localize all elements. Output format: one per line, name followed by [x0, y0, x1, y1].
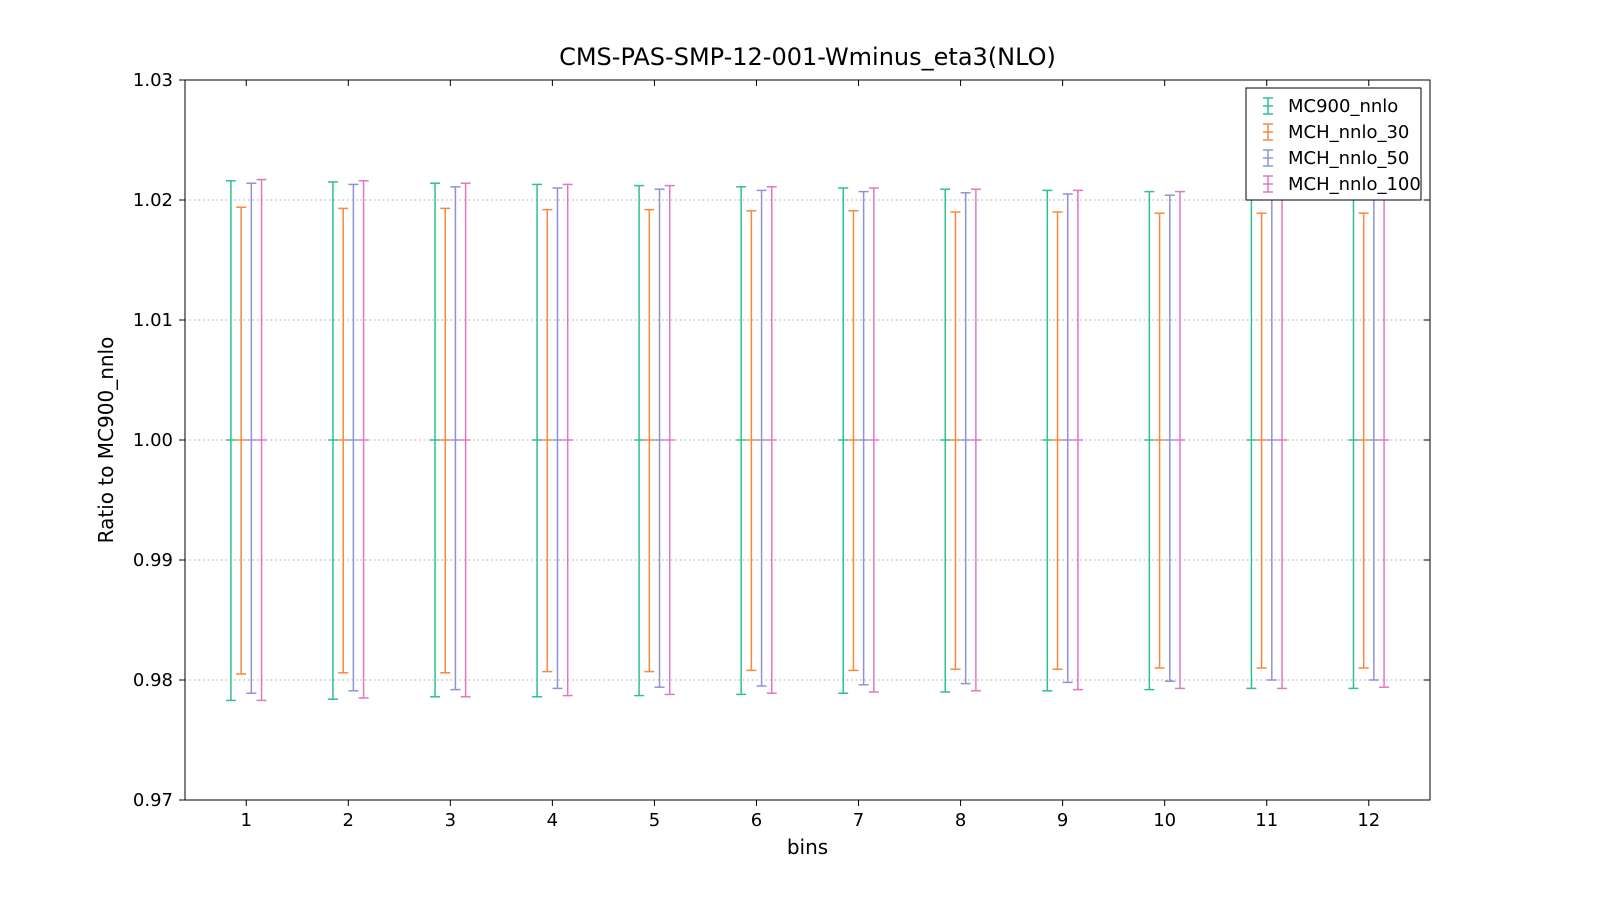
x-tick-label: 1	[241, 810, 252, 831]
y-tick-label: 1.00	[133, 430, 173, 451]
y-tick-label: 1.03	[133, 70, 173, 91]
legend-label: MCH_nnlo_50	[1288, 148, 1409, 169]
x-tick-label: 11	[1255, 810, 1278, 831]
x-tick-label: 5	[649, 810, 660, 831]
x-tick-label: 7	[853, 810, 864, 831]
x-tick-label: 2	[343, 810, 354, 831]
x-axis-label: bins	[787, 835, 828, 859]
legend-label: MCH_nnlo_30	[1288, 122, 1409, 143]
x-tick-label: 8	[955, 810, 966, 831]
series-MCH_nnlo_50	[246, 183, 1379, 693]
legend-label: MCH_nnlo_100	[1288, 174, 1421, 195]
x-tick-label: 6	[751, 810, 762, 831]
legend: MC900_nnlo MCH_nnlo_30 MCH_nnlo_50 MCH_nnlo…	[1246, 88, 1421, 200]
x-tick-label: 9	[1057, 810, 1068, 831]
series-MC900_nnlo	[226, 181, 1359, 701]
y-tick-label: 1.01	[133, 310, 173, 331]
y-tick-label: 0.99	[133, 550, 173, 571]
series-MCH_nnlo_100	[257, 180, 1390, 701]
chart-title: CMS-PAS-SMP-12-001-Wminus_eta3(NLO)	[559, 43, 1056, 71]
series-MCH_nnlo_30	[236, 207, 1369, 674]
x-tick-label: 3	[445, 810, 456, 831]
chart-container: CMS-PAS-SMP-12-001-Wminus_eta3(NLO)12345…	[0, 0, 1600, 900]
y-tick-label: 0.97	[133, 790, 173, 811]
ratio-errorbar-chart: CMS-PAS-SMP-12-001-Wminus_eta3(NLO)12345…	[0, 0, 1600, 900]
y-tick-label: 0.98	[133, 670, 173, 691]
y-axis-label: Ratio to MC900_nnlo	[94, 337, 118, 544]
x-tick-label: 12	[1357, 810, 1380, 831]
x-tick-label: 4	[547, 810, 558, 831]
y-tick-label: 1.02	[133, 190, 173, 211]
x-tick-label: 10	[1153, 810, 1176, 831]
legend-label: MC900_nnlo	[1288, 96, 1398, 117]
